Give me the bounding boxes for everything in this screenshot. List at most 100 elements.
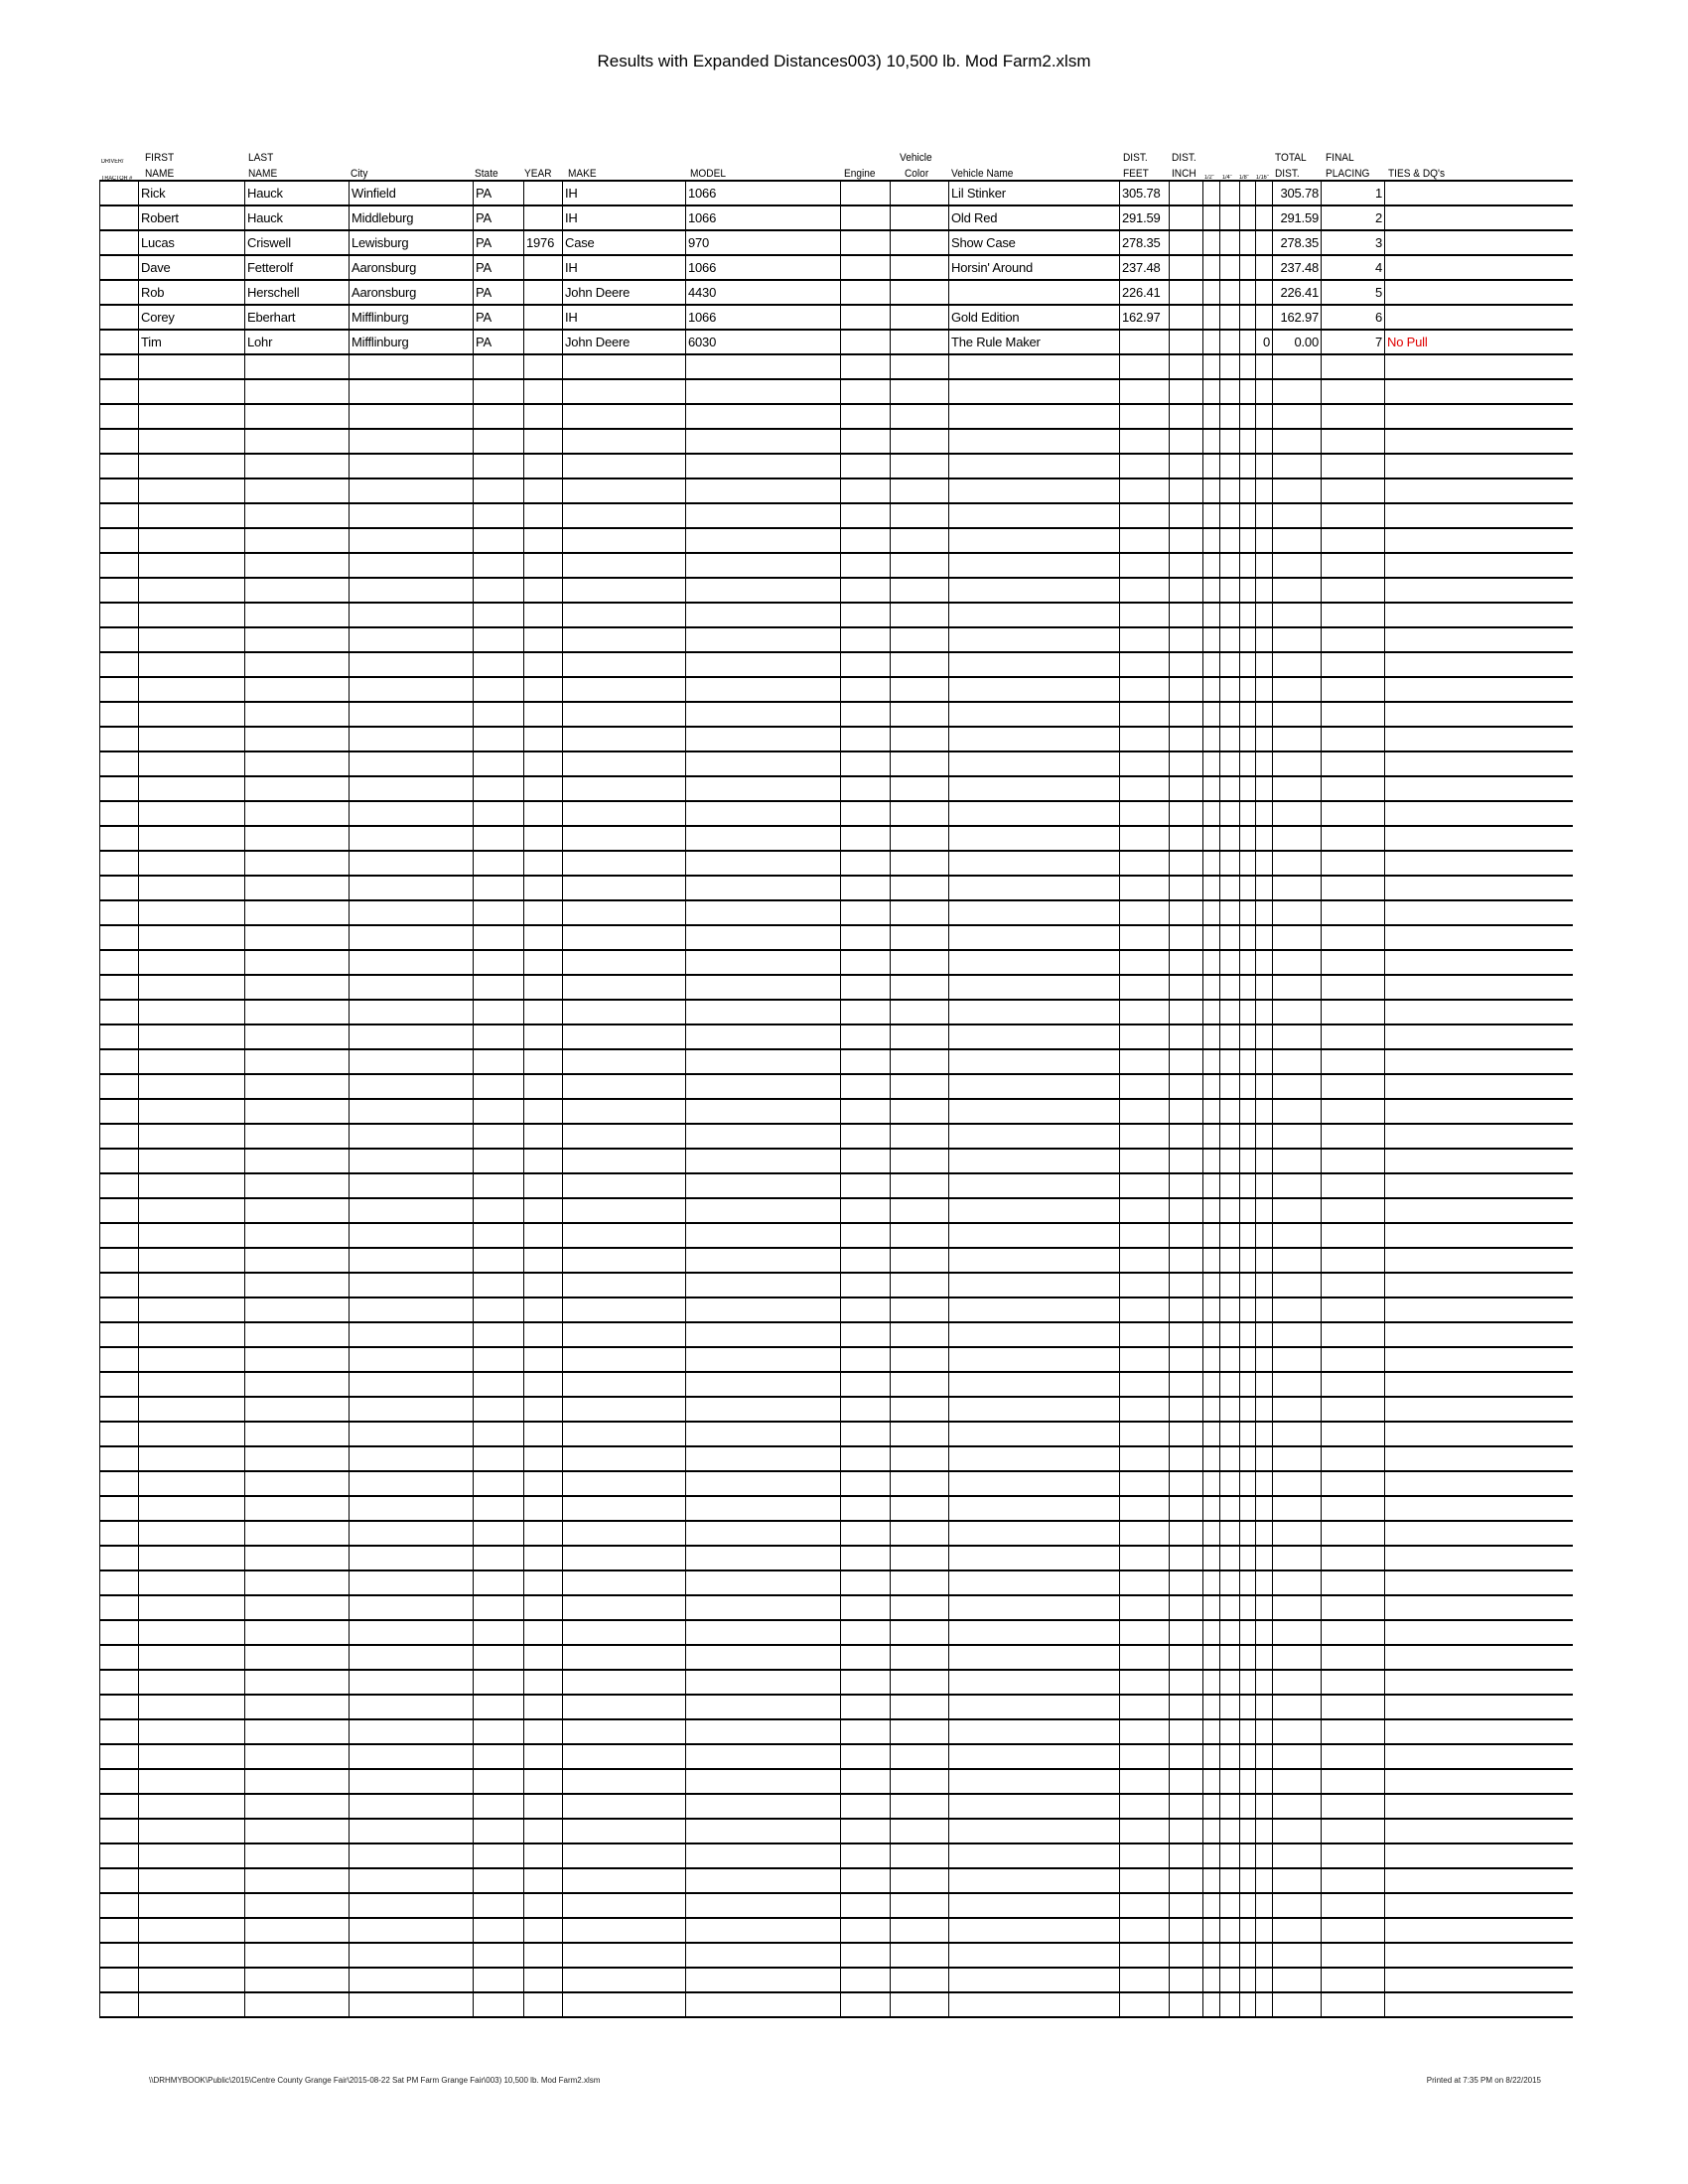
cell-city	[349, 1570, 474, 1595]
cell-placing: 6	[1321, 304, 1385, 330]
cell-year	[523, 1843, 563, 1868]
cell-sixteenth	[1255, 1346, 1273, 1372]
cell-driver	[99, 999, 139, 1024]
cell-total	[1272, 1520, 1322, 1546]
cell-state	[473, 1445, 524, 1471]
table-row	[99, 924, 1573, 950]
cell-engine	[840, 1098, 891, 1124]
cell-year	[523, 602, 563, 627]
cell-color	[890, 1222, 949, 1248]
cell-last	[244, 1570, 350, 1595]
cell-engine	[840, 1743, 891, 1769]
cell-half	[1202, 1495, 1220, 1521]
cell-ties	[1384, 1073, 1573, 1099]
cell-sixteenth	[1255, 527, 1273, 553]
cell-last: Criswell	[244, 229, 350, 255]
cell-quarter	[1219, 1867, 1240, 1893]
cell-eighth	[1239, 751, 1256, 776]
cell-first	[138, 1495, 245, 1521]
cell-eighth	[1239, 1346, 1256, 1372]
cell-placing	[1321, 1172, 1385, 1198]
cell-first	[138, 775, 245, 801]
cell-driver	[99, 1545, 139, 1570]
cell-total	[1272, 1967, 1322, 1992]
cell-eighth	[1239, 502, 1256, 528]
header-vehicle-name: Vehicle Name	[951, 168, 1014, 180]
cell-make	[562, 899, 686, 925]
cell-model: 1066	[685, 180, 841, 205]
header-ties: TIES & DQ's	[1388, 168, 1446, 180]
cell-dist-inch	[1169, 1991, 1203, 2018]
cell-model	[685, 1073, 841, 1099]
cell-ties	[1384, 304, 1573, 330]
cell-state	[473, 1098, 524, 1124]
cell-sixteenth	[1255, 1570, 1273, 1595]
table-row	[99, 1718, 1573, 1744]
cell-model	[685, 1197, 841, 1223]
cell-eighth	[1239, 205, 1256, 230]
cell-dist-feet	[1119, 651, 1170, 677]
cell-color	[890, 974, 949, 1000]
cell-first	[138, 1619, 245, 1645]
header-placing-1: FINAL	[1326, 152, 1354, 164]
cell-sixteenth	[1255, 1991, 1273, 2018]
header-quarter: 1/4"	[1222, 175, 1232, 181]
table-row	[99, 1768, 1573, 1794]
cell-quarter	[1219, 1520, 1240, 1546]
cell-driver	[99, 1297, 139, 1322]
cell-last	[244, 1495, 350, 1521]
cell-driver	[99, 1247, 139, 1273]
table-row	[99, 676, 1573, 702]
cell-engine	[840, 899, 891, 925]
cell-last	[244, 527, 350, 553]
cell-dist-feet: 162.97	[1119, 304, 1170, 330]
cell-make	[562, 1321, 686, 1347]
cell-driver	[99, 626, 139, 652]
cell-dist-feet	[1119, 775, 1170, 801]
cell-dist-feet	[1119, 974, 1170, 1000]
cell-half	[1202, 1123, 1220, 1149]
cell-first: Robert	[138, 205, 245, 230]
cell-quarter	[1219, 1272, 1240, 1297]
cell-model: 4430	[685, 279, 841, 305]
cell-dist-inch	[1169, 229, 1203, 255]
cell-city	[349, 1867, 474, 1893]
cell-first	[138, 726, 245, 751]
cell-driver	[99, 651, 139, 677]
cell-driver	[99, 1321, 139, 1347]
cell-placing	[1321, 353, 1385, 379]
cell-city	[349, 577, 474, 603]
cell-dist-inch	[1169, 899, 1203, 925]
table-row	[99, 651, 1573, 677]
cell-make	[562, 1594, 686, 1620]
cell-model	[685, 1445, 841, 1471]
cell-first	[138, 1396, 245, 1422]
cell-last	[244, 800, 350, 826]
cell-vehicle-name	[948, 1942, 1120, 1968]
cell-ties	[1384, 1967, 1573, 1992]
cell-ties	[1384, 1024, 1573, 1049]
cell-engine	[840, 1321, 891, 1347]
cell-first	[138, 403, 245, 429]
cell-first	[138, 1967, 245, 1992]
cell-first	[138, 1594, 245, 1620]
cell-city	[349, 1073, 474, 1099]
cell-total	[1272, 726, 1322, 751]
cell-last	[244, 403, 350, 429]
cell-state	[473, 1793, 524, 1819]
cell-dist-inch	[1169, 949, 1203, 975]
cell-city	[349, 1545, 474, 1570]
table-row	[99, 1892, 1573, 1918]
cell-sixteenth	[1255, 1768, 1273, 1794]
cell-color	[890, 602, 949, 627]
cell-last: Fetterolf	[244, 254, 350, 280]
cell-half	[1202, 1470, 1220, 1496]
cell-state	[473, 1048, 524, 1074]
cell-ties	[1384, 1718, 1573, 1744]
cell-dist-inch	[1169, 1570, 1203, 1595]
cell-color	[890, 924, 949, 950]
cell-vehicle-name	[948, 949, 1120, 975]
cell-half	[1202, 1892, 1220, 1918]
cell-driver	[99, 1495, 139, 1521]
cell-dist-inch	[1169, 527, 1203, 553]
